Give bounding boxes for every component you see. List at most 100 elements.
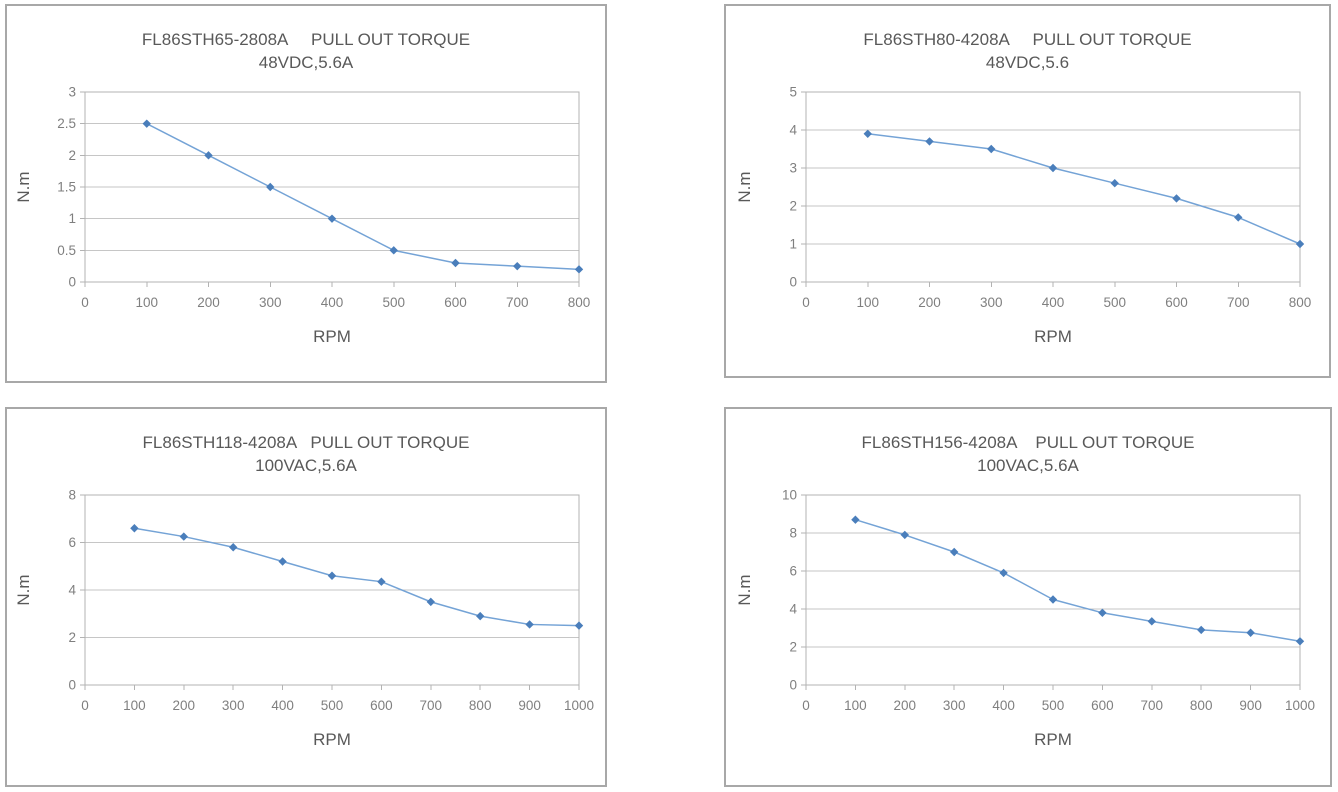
x-tick-label: 500	[321, 698, 344, 713]
chart-title-line1: FL86STH65-2808A PULL OUT TORQUE	[141, 30, 471, 49]
torque-curve-line	[855, 518, 1301, 643]
x-tick-label: 800	[1190, 698, 1213, 713]
x-tick-label: 400	[271, 698, 294, 713]
x-tick-label: 300	[943, 698, 966, 713]
data-point-marker	[924, 137, 934, 146]
y-tick-label: 0.5	[57, 243, 76, 258]
torque-curve-line	[146, 122, 580, 271]
data-point-marker	[1110, 179, 1119, 188]
x-tick-label: 600	[370, 698, 393, 713]
y-tick-label: 0	[789, 678, 797, 693]
x-tick-label: 200	[173, 698, 196, 713]
x-axis-title: RPM	[1034, 730, 1072, 749]
y-tick-label: 4	[68, 583, 76, 598]
plot-border	[805, 494, 1301, 686]
x-tick-label: 0	[802, 698, 810, 713]
data-point-marker	[1197, 625, 1206, 635]
y-axis-title: N.m	[735, 171, 754, 202]
y-tick-label: 4	[789, 602, 797, 617]
y-tick-label: 8	[789, 526, 797, 541]
data-point-marker	[266, 182, 275, 192]
data-point-marker	[1098, 608, 1107, 617]
y-axis-title: N.m	[14, 171, 33, 202]
data-point-marker	[851, 515, 860, 524]
y-tick-label: 3	[789, 161, 797, 176]
y-tick-label: 6	[68, 535, 76, 550]
data-point-marker	[1295, 239, 1304, 249]
x-tick-label: 300	[259, 295, 282, 310]
chart-title-line2: 48VDC,5.6A	[258, 53, 354, 72]
x-tick-label: 300	[979, 295, 1002, 310]
chart-fl86sth80-4208a: FL86STH80-4208A PULL OUT TORQUE 48VDC,5.…	[724, 4, 1331, 378]
x-tick-label: 800	[469, 698, 492, 713]
y-axis-title: N.m	[14, 574, 33, 605]
data-point-marker	[1246, 628, 1255, 637]
data-point-marker	[229, 543, 238, 552]
y-tick-label: 1.5	[57, 180, 76, 195]
data-point-marker	[377, 577, 386, 586]
x-tick-label: 900	[518, 698, 541, 713]
y-tick-label: 0	[68, 678, 76, 693]
x-tick-label: 300	[222, 698, 245, 713]
data-point-marker	[451, 258, 460, 268]
x-tick-label: 1000	[1285, 698, 1315, 713]
x-tick-label: 400	[1041, 295, 1064, 310]
data-point-marker	[513, 261, 522, 271]
data-point-marker	[1171, 194, 1181, 203]
x-axis-title: RPM	[1034, 327, 1072, 346]
y-tick-label: 5	[789, 86, 797, 100]
chart-title-line1: FL86STH156-4208A PULL OUT TORQUE	[861, 433, 1195, 452]
data-point-marker	[1048, 595, 1058, 604]
y-tick-label: 0	[789, 275, 797, 290]
x-tick-label: 600	[1091, 698, 1114, 713]
x-tick-label: 500	[382, 295, 405, 310]
y-tick-label: 10	[782, 489, 797, 503]
x-tick-label: 400	[992, 698, 1015, 713]
plot-border	[805, 91, 1300, 283]
x-tick-label: 700	[420, 698, 443, 713]
y-tick-label: 1	[68, 211, 76, 226]
x-tick-label: 200	[894, 698, 917, 713]
data-point-marker	[204, 151, 213, 160]
chart-title-line1: FL86STH80-4208A PULL OUT TORQUE	[863, 30, 1192, 49]
torque-curve-plot: 0 2 4 6 8 0 100 200 300 400 500 600 700 800 900 1000 RPM…	[14, 489, 594, 749]
y-tick-label: 0	[68, 275, 76, 290]
x-tick-label: 700	[1226, 295, 1249, 310]
data-point-marker	[327, 214, 337, 223]
x-tick-label: 500	[1042, 698, 1065, 713]
data-point-marker	[327, 571, 337, 580]
chart-title-line2: 48VDC,5.6	[985, 53, 1070, 72]
x-tick-label: 100	[844, 698, 867, 713]
x-tick-label: 0	[81, 295, 89, 310]
data-point-marker	[574, 265, 584, 274]
data-point-marker	[1233, 213, 1242, 222]
data-point-marker	[1147, 617, 1156, 626]
x-tick-label: 600	[444, 295, 467, 310]
x-tick-label: 800	[1288, 295, 1311, 310]
y-tick-label: 2	[789, 199, 797, 214]
data-point-marker	[142, 119, 151, 128]
x-tick-label: 400	[321, 295, 344, 310]
torque-curve-line	[867, 133, 1300, 245]
y-tick-label: 2	[68, 148, 76, 163]
y-tick-label: 3	[68, 86, 76, 100]
data-point-marker	[1295, 637, 1305, 646]
x-tick-label: 1000	[564, 698, 594, 713]
data-point-marker	[278, 557, 287, 566]
torque-curve-plot: 0 0.5 1 1.5 2 2.5 3 0 100 200 300 400 500 600 700 800 RP…	[14, 86, 591, 346]
data-point-marker	[1048, 163, 1057, 173]
data-point-marker	[574, 621, 584, 630]
x-tick-label: 600	[1165, 295, 1188, 310]
torque-curve-line	[134, 527, 580, 627]
x-tick-label: 0	[81, 698, 89, 713]
chart-fl86sth65-2808a: FL86STH65-2808A PULL OUT TORQUE 48VDC,5.…	[5, 4, 607, 383]
chart-title: FL86STH65-2808A PULL OUT TORQUE 48VDC,5.…	[7, 28, 605, 74]
x-tick-label: 700	[506, 295, 529, 310]
y-tick-label: 2	[68, 630, 76, 645]
data-point-marker	[179, 532, 188, 541]
y-tick-label: 2	[789, 640, 797, 655]
x-tick-label: 100	[135, 295, 158, 310]
y-tick-label: 1	[789, 237, 797, 252]
x-tick-label: 800	[568, 295, 591, 310]
